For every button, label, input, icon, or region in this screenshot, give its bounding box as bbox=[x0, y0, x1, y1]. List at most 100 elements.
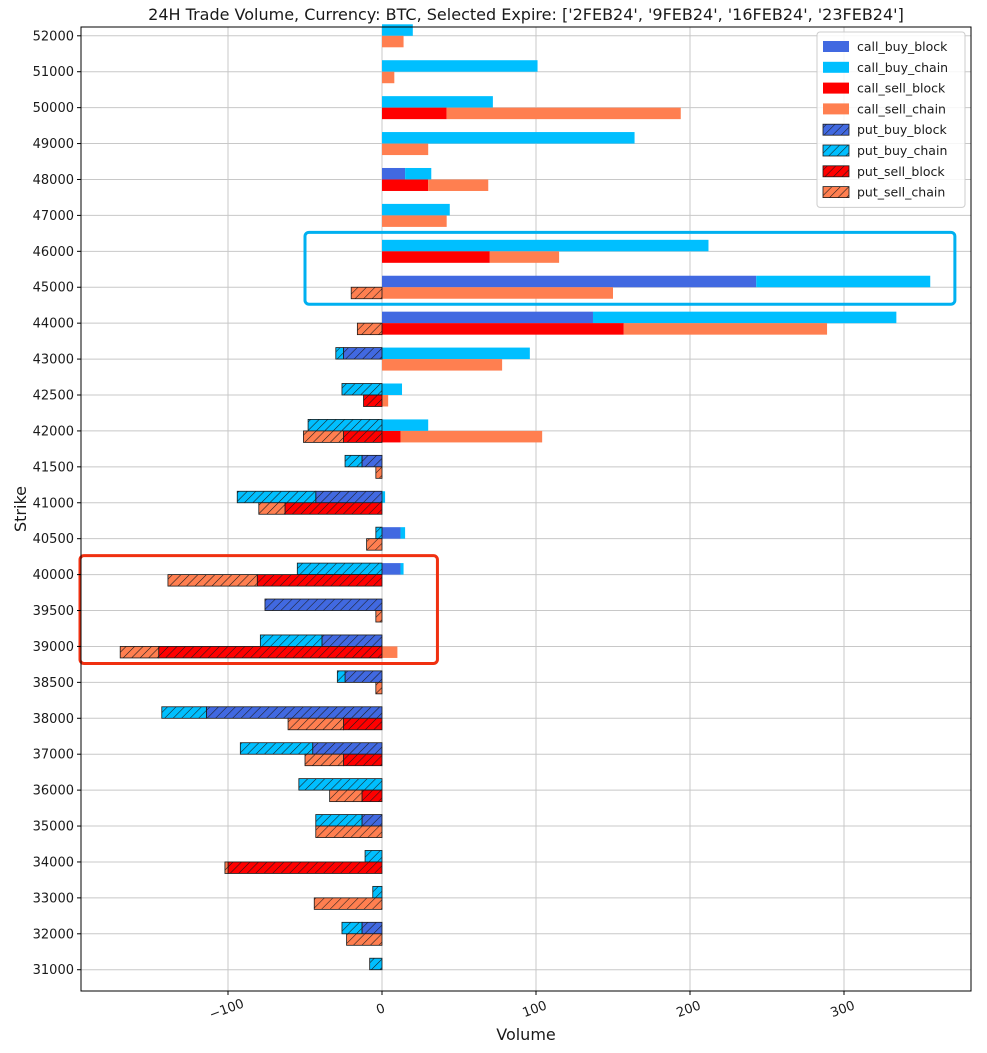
legend-label: put_buy_chain bbox=[857, 143, 947, 158]
bar-call-buy-chain-49000 bbox=[382, 132, 635, 144]
legend-swatch-put-sell-block bbox=[822, 165, 850, 178]
bar-put-sell-chain-41000 bbox=[258, 502, 286, 515]
y-tick-label: 42000 bbox=[33, 424, 74, 439]
bar-call-buy-chain-48000 bbox=[405, 167, 432, 180]
bar-put-buy-chain-37000 bbox=[239, 742, 314, 755]
y-axis-label: Strike bbox=[11, 486, 30, 532]
y-tick-label: 48000 bbox=[33, 173, 74, 188]
y-tick-label: 39000 bbox=[33, 640, 74, 655]
y-tick-label: 38500 bbox=[33, 676, 74, 691]
y-tick-label: 44000 bbox=[33, 317, 74, 332]
bar-call-buy-chain-41000 bbox=[382, 491, 386, 503]
legend-swatch-put-sell-chain bbox=[822, 186, 850, 199]
bar-call-sell-chain-43000 bbox=[382, 359, 503, 371]
bar-call-sell-block-50000 bbox=[382, 107, 447, 120]
bar-put-buy-block-37000 bbox=[312, 742, 383, 755]
y-tick-label: 34000 bbox=[33, 855, 74, 870]
bar-put-sell-chain-40500 bbox=[366, 538, 383, 551]
y-tick-label: 45000 bbox=[33, 281, 74, 296]
bar-call-buy-chain-50000 bbox=[382, 96, 493, 108]
bar-put-sell-chain-37000 bbox=[304, 753, 344, 767]
bar-call-sell-chain-44000 bbox=[623, 323, 828, 335]
bar-put-sell-chain-41500 bbox=[375, 466, 383, 479]
y-tick-label: 40500 bbox=[33, 532, 74, 547]
legend-swatch-put-buy-block bbox=[822, 123, 850, 136]
highlight-box-2 bbox=[78, 554, 439, 665]
bar-put-sell-block-34000 bbox=[227, 861, 383, 874]
bar-put-buy-chain-42500 bbox=[341, 383, 383, 396]
bar-call-buy-block-40500 bbox=[382, 527, 401, 539]
bar-put-buy-chain-39000 bbox=[259, 634, 323, 647]
y-tick-label: 46000 bbox=[33, 245, 74, 260]
legend-swatch-call-sell-chain bbox=[823, 103, 849, 115]
legend-label: call_buy_chain bbox=[857, 60, 948, 75]
bar-put-buy-chain-41000 bbox=[236, 490, 317, 504]
bar-put-sell-block-37000 bbox=[343, 753, 383, 767]
x-axis-label: Volume bbox=[496, 1025, 556, 1044]
legend-label: put_buy_block bbox=[857, 122, 947, 137]
plot-frame bbox=[80, 26, 972, 992]
bar-put-sell-chain-35000 bbox=[315, 825, 383, 838]
legend-swatch-call-buy-chain bbox=[823, 61, 849, 73]
legend-swatch-put-buy-chain bbox=[822, 144, 850, 157]
bar-call-sell-chain-52000 bbox=[382, 35, 404, 48]
y-tick-label: 52000 bbox=[33, 29, 74, 44]
bar-call-buy-chain-51000 bbox=[382, 60, 538, 72]
bar-call-buy-chain-52000 bbox=[382, 24, 413, 36]
bar-put-sell-block-36000 bbox=[361, 789, 383, 803]
bar-put-buy-chain-31000 bbox=[369, 957, 383, 971]
bar-put-sell-chain-38500 bbox=[375, 681, 383, 695]
y-tick-label: 41000 bbox=[33, 496, 74, 511]
bar-call-buy-block-40000 bbox=[382, 563, 401, 575]
bar-put-sell-chain-42000 bbox=[303, 430, 344, 443]
y-tick-label: 41500 bbox=[33, 460, 74, 475]
bar-call-sell-chain-50000 bbox=[446, 107, 681, 120]
bar-put-sell-chain-32000 bbox=[346, 933, 383, 946]
bar-call-buy-chain-46000 bbox=[382, 239, 709, 252]
bar-put-sell-chain-38000 bbox=[287, 717, 344, 731]
legend-label: put_sell_block bbox=[857, 164, 945, 179]
bar-put-buy-chain-40500 bbox=[375, 526, 383, 540]
bar-call-buy-chain-42000 bbox=[382, 419, 429, 431]
y-tick-label: 50000 bbox=[33, 101, 74, 116]
legend: call_buy_block call_buy_chain call_sell_bl… bbox=[816, 31, 966, 208]
bar-call-buy-chain-45000 bbox=[756, 275, 931, 288]
y-tick-label: 40000 bbox=[33, 568, 74, 583]
bar-put-buy-chain-43000 bbox=[335, 347, 344, 360]
bar-put-buy-block-39000 bbox=[321, 634, 383, 647]
bar-put-buy-block-35000 bbox=[361, 814, 383, 827]
bar-call-sell-block-48000 bbox=[382, 179, 429, 191]
bar-put-buy-block-39500 bbox=[264, 598, 383, 611]
bar-put-buy-block-32000 bbox=[361, 921, 383, 935]
bar-call-buy-block-44000 bbox=[382, 311, 593, 324]
bar-call-sell-chain-47000 bbox=[382, 215, 447, 227]
bar-put-sell-block-38000 bbox=[343, 717, 383, 731]
bar-call-buy-block-45000 bbox=[382, 275, 757, 288]
y-tick-label: 51000 bbox=[33, 65, 74, 80]
legend-label: call_sell_block bbox=[857, 81, 946, 96]
y-tick-label: 31000 bbox=[33, 963, 74, 978]
bar-call-sell-chain-49000 bbox=[382, 143, 429, 156]
y-tick-label: 42500 bbox=[33, 389, 74, 404]
bar-put-buy-block-41000 bbox=[315, 490, 383, 504]
bar-call-sell-block-44000 bbox=[382, 323, 624, 335]
bar-call-sell-chain-42000 bbox=[400, 430, 543, 443]
y-tick-label: 36000 bbox=[33, 784, 74, 799]
bar-call-buy-chain-40500 bbox=[400, 527, 406, 539]
legend-label: call_buy_block bbox=[857, 39, 948, 54]
bar-put-sell-chain-40000 bbox=[167, 574, 258, 587]
y-tick-label: 38000 bbox=[33, 712, 74, 727]
bar-put-buy-chain-33000 bbox=[372, 885, 383, 899]
bar-put-buy-chain-41500 bbox=[344, 454, 363, 468]
bar-call-sell-chain-51000 bbox=[382, 71, 395, 84]
bar-put-sell-chain-44000 bbox=[356, 322, 383, 336]
bar-call-sell-block-42000 bbox=[382, 430, 401, 443]
bar-put-buy-chain-32000 bbox=[341, 921, 363, 935]
bar-put-sell-chain-39000 bbox=[119, 646, 160, 659]
bar-call-sell-block-46000 bbox=[382, 251, 490, 263]
bar-call-buy-chain-47000 bbox=[382, 203, 450, 216]
bar-call-sell-chain-46000 bbox=[489, 251, 560, 263]
bar-call-buy-chain-42500 bbox=[382, 383, 403, 395]
bar-call-sell-chain-48000 bbox=[428, 179, 489, 191]
